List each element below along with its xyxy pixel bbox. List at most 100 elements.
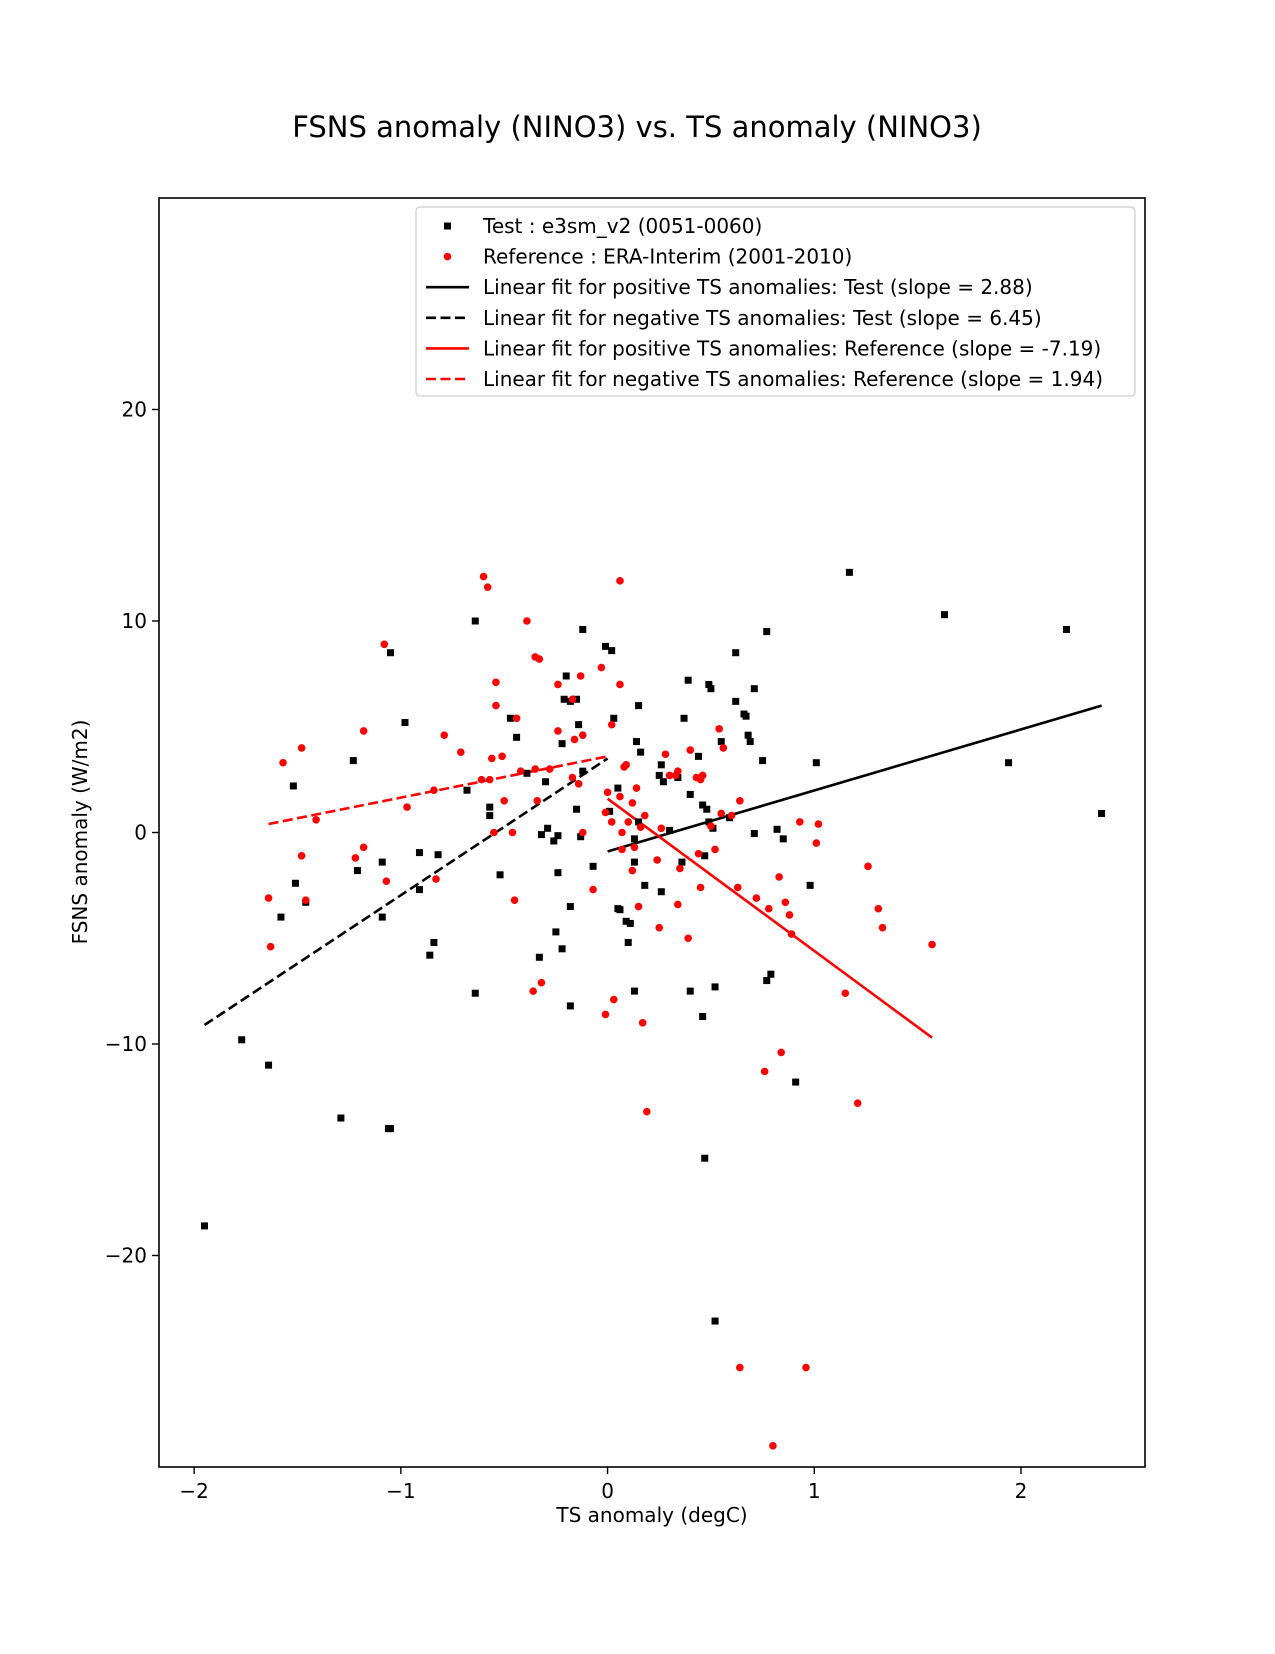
test-point	[486, 803, 494, 811]
test-point	[657, 888, 665, 896]
test-point	[684, 676, 692, 684]
legend-entry-0: Test : e3sm_v2 (0051-0060)	[444, 214, 762, 238]
test-point	[630, 835, 638, 843]
test-point	[554, 869, 562, 877]
legend-marker	[443, 252, 452, 261]
reference-point	[630, 843, 639, 852]
reference-point	[676, 864, 684, 873]
test-point	[573, 695, 581, 703]
reference-point	[508, 828, 517, 837]
test-point	[200, 1222, 208, 1230]
test-point	[759, 757, 767, 765]
legend-label: Linear fit for negative TS anomalies: Te…	[483, 306, 1042, 330]
reference-point	[694, 849, 703, 858]
reference-point	[382, 877, 391, 885]
test-point	[699, 1013, 707, 1021]
reference-point	[760, 1067, 769, 1076]
reference-point	[574, 780, 583, 788]
test-point	[463, 786, 471, 794]
test-point	[506, 714, 514, 722]
test-point	[415, 886, 423, 894]
reference-point	[531, 765, 540, 773]
test-point	[575, 721, 583, 729]
reference-point	[618, 828, 626, 837]
test-point	[430, 938, 438, 946]
reference-point	[657, 824, 666, 833]
test-point	[554, 832, 562, 840]
reference-point	[568, 773, 577, 782]
reference-point	[266, 942, 275, 951]
reference-point	[477, 775, 486, 784]
reference-point	[628, 866, 637, 875]
plot-frame	[158, 197, 1146, 1468]
reference-point	[696, 883, 705, 892]
reference-point	[456, 748, 465, 756]
test-point	[614, 784, 622, 792]
legend-label: Linear fit for positive TS anomalies: Te…	[483, 275, 1033, 299]
test-point	[573, 805, 581, 813]
legend-box	[415, 206, 1136, 397]
reference-point	[684, 934, 692, 943]
reference-point	[775, 873, 783, 881]
fit-line-3	[203, 757, 609, 1027]
reference-point	[479, 572, 488, 581]
test-point	[415, 849, 423, 857]
test-point	[544, 824, 552, 832]
test-point	[763, 628, 771, 636]
test-point	[732, 649, 740, 657]
legend-entry-2: Linear fit for positive TS anomalies: Te…	[426, 275, 1033, 299]
test-point	[624, 938, 632, 946]
reference-point	[578, 828, 587, 837]
fit-lines	[203, 704, 1102, 1039]
reference-point	[568, 695, 577, 704]
reference-point	[312, 816, 320, 824]
test-point	[632, 738, 640, 746]
reference-point	[622, 761, 630, 769]
test-point	[238, 1036, 246, 1044]
reference-point	[601, 1010, 610, 1019]
test-point	[711, 983, 719, 991]
reference-point	[711, 845, 719, 854]
reference-point	[359, 843, 368, 852]
test-point	[353, 867, 361, 875]
test-point	[513, 733, 521, 741]
reference-point	[661, 750, 670, 759]
legend-entry-4: Linear fit for positive TS anomalies: Re…	[426, 336, 1101, 360]
reference-point	[769, 1442, 777, 1450]
test-point	[1062, 625, 1070, 633]
reference-point	[279, 758, 287, 767]
y-tick-label: −10	[105, 1032, 147, 1056]
test-point	[471, 989, 479, 997]
reference-point	[616, 680, 624, 689]
reference-point	[570, 735, 579, 744]
reference-point	[492, 678, 500, 687]
test-point	[265, 1061, 273, 1069]
y-axis-label: FSNS anomaly (W/m2)	[68, 720, 92, 945]
test-point	[579, 625, 587, 633]
reference-point	[752, 894, 761, 902]
test-point	[630, 987, 638, 995]
test-point	[610, 714, 618, 722]
test-point	[666, 826, 674, 834]
test-point	[626, 919, 634, 927]
reference-point	[498, 752, 506, 761]
test-point	[779, 835, 787, 843]
y-tick-label: 0	[134, 821, 147, 845]
test-point	[705, 680, 713, 688]
reference-point	[777, 1048, 785, 1057]
reference-point	[736, 796, 744, 805]
test-point	[601, 642, 609, 650]
test-point	[577, 833, 585, 841]
test-point	[742, 712, 750, 720]
reference-point	[719, 744, 728, 752]
reference-point	[516, 767, 525, 775]
fit-line-4	[606, 797, 933, 1039]
reference-point	[380, 640, 389, 649]
reference-point	[634, 902, 643, 911]
test-point	[542, 778, 550, 786]
reference-point	[864, 862, 872, 871]
test-point	[655, 771, 663, 779]
test-point	[589, 862, 597, 870]
test-point	[337, 1114, 345, 1122]
